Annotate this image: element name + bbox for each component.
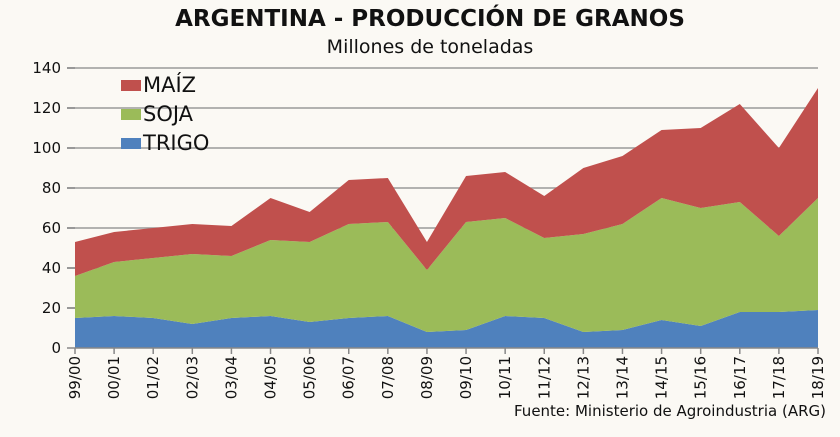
y-tick-label: 140 [32,59,61,77]
x-tick-label: 12/13 [574,356,592,399]
x-tick-label: 15/16 [692,356,710,399]
x-tick-label: 17/18 [770,356,788,399]
y-tick-label: 100 [32,139,61,157]
x-tick-label: 00/01 [105,356,123,399]
x-tick-label: 05/06 [301,356,319,399]
x-tick-label: 07/08 [379,356,397,399]
chart-title: ARGENTINA - PRODUCCIÓN DE GRANOS [175,6,685,32]
x-tick-label: 08/09 [418,356,436,399]
x-tick-label: 09/10 [457,356,475,399]
x-tick-label: 04/05 [262,356,280,399]
legend-swatch [121,138,141,149]
x-tick-label: 16/17 [731,356,749,399]
y-tick-label: 0 [51,339,61,357]
area-trigo [75,310,818,348]
y-tick-label: 20 [42,299,61,317]
x-tick-label: 03/04 [222,356,240,399]
x-tick-label: 10/11 [496,356,514,399]
x-tick-label: 18/19 [809,356,827,399]
legend-swatch [121,80,141,91]
y-tick-label: 120 [32,99,61,117]
x-tick-label: 01/02 [144,356,162,399]
legend-label: MAÍZ [143,72,196,97]
legend-label: TRIGO [142,131,209,155]
x-tick-label: 02/03 [183,356,201,399]
area-soja [75,198,818,332]
x-tick-label: 06/07 [340,356,358,399]
chart-subtitle: Millones de toneladas [326,36,534,58]
x-tick-label: 11/12 [535,356,553,399]
x-tick-label: 14/15 [653,356,671,399]
x-tick-label: 13/14 [613,356,631,399]
area-maiz [75,88,818,276]
chart-source: Fuente: Ministerio de Agroindustria (ARG… [514,402,826,420]
y-tick-label: 40 [42,259,61,277]
y-tick-label: 80 [42,179,61,197]
x-tick-label: 99/00 [66,356,84,399]
legend-label: SOJA [143,102,194,126]
legend-swatch [121,109,141,120]
y-tick-label: 60 [42,219,61,237]
